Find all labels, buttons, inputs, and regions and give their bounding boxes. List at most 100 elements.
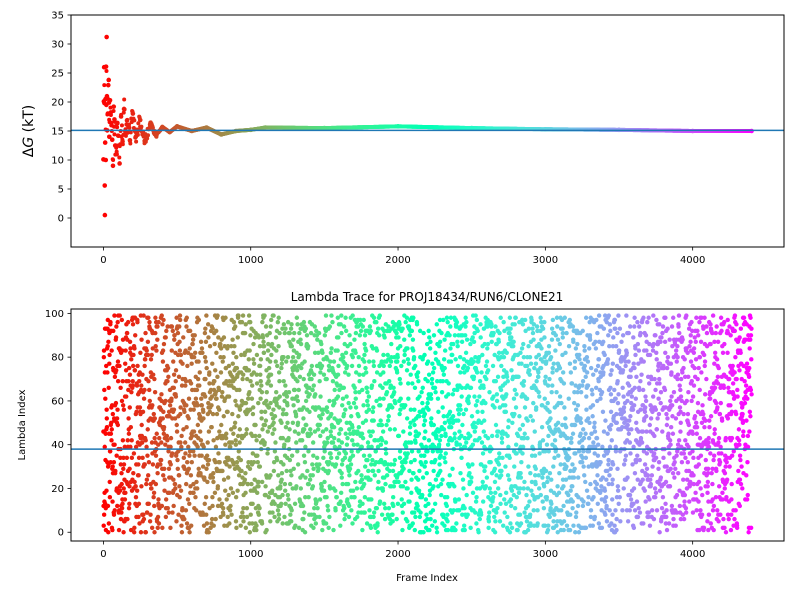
lambda-point	[206, 429, 212, 434]
lambda-point	[119, 470, 124, 476]
lambda-point	[438, 481, 444, 487]
lambda-point	[227, 508, 233, 513]
lambda-point	[198, 438, 204, 443]
lambda-point	[316, 466, 321, 471]
lambda-point	[577, 357, 582, 362]
lambda-point	[242, 477, 248, 482]
dg-x-tick-label: 3000	[533, 255, 558, 266]
lambda-point	[468, 479, 474, 485]
lambda-point	[195, 403, 200, 408]
lambda-point	[324, 376, 329, 382]
lambda-point	[231, 431, 236, 436]
lambda-point	[403, 319, 408, 325]
lambda-point	[594, 481, 600, 487]
dg-point	[120, 139, 125, 144]
lambda-point	[503, 464, 508, 469]
lambda-point	[493, 324, 498, 329]
lambda-point	[291, 466, 296, 471]
lambda-point	[324, 405, 330, 410]
lambda-point	[491, 330, 496, 336]
lambda-point	[478, 335, 483, 340]
lambda-point	[413, 440, 418, 445]
lambda-point	[429, 416, 434, 421]
lambda-point	[239, 319, 245, 325]
lambda-point	[287, 427, 292, 432]
lambda-point	[381, 370, 386, 375]
lambda-point	[578, 416, 583, 421]
lambda-point	[366, 394, 372, 399]
lambda-point	[298, 486, 304, 491]
lambda-point	[179, 433, 184, 439]
lambda-point	[255, 460, 260, 465]
lambda-point	[559, 400, 564, 406]
lambda-point	[241, 372, 246, 377]
lambda-point	[175, 330, 181, 336]
lambda-point	[110, 411, 116, 417]
dg-points	[101, 34, 754, 218]
lambda-point	[366, 407, 372, 412]
lambda-point	[385, 418, 391, 423]
lambda-point	[129, 438, 134, 443]
lambda-point	[437, 462, 442, 467]
lambda-point	[115, 359, 121, 364]
dg-y-tick-label: 35	[51, 11, 64, 22]
lambda-point	[331, 527, 336, 533]
lambda-point	[296, 387, 301, 393]
lambda-point	[127, 372, 133, 377]
lambda-point	[405, 519, 410, 524]
dg-y-tick-label: 10	[51, 156, 64, 167]
lambda-point	[461, 486, 466, 491]
lambda-point	[393, 400, 398, 406]
lambda-point	[246, 357, 252, 362]
lambda-point	[145, 427, 150, 432]
lambda-point	[356, 424, 362, 430]
lambda-point	[436, 442, 442, 447]
lambda-point	[451, 341, 456, 347]
lambda-point	[117, 488, 123, 493]
lambda-point	[175, 457, 180, 463]
lambda-point	[343, 350, 349, 355]
lambda-point	[412, 407, 417, 412]
lambda-point	[354, 486, 360, 491]
lambda-point	[489, 322, 494, 327]
lambda-point	[247, 530, 253, 535]
lambda-point	[288, 512, 293, 517]
lambda-point	[525, 527, 531, 533]
lambda-point	[237, 387, 242, 393]
lambda-point	[244, 514, 250, 520]
lambda-point	[578, 431, 583, 436]
lambda-point	[384, 389, 390, 395]
lambda-point	[109, 348, 114, 353]
lambda-point	[148, 357, 154, 362]
lambda-point	[107, 479, 112, 485]
lambda-point	[437, 339, 443, 345]
lambda-point	[176, 374, 182, 380]
lambda-point	[274, 457, 280, 463]
lambda-point	[292, 429, 298, 434]
lambda-point	[338, 427, 344, 432]
lambda-point	[528, 470, 533, 476]
lambda-point	[463, 350, 469, 355]
lambda-point	[118, 516, 124, 522]
lambda-point	[412, 385, 418, 390]
lambda-point	[194, 387, 200, 393]
lambda-point	[519, 460, 524, 465]
lambda-point	[450, 392, 456, 397]
lambda-point	[405, 486, 410, 491]
lambda-point	[236, 313, 241, 318]
lambda-point	[558, 462, 563, 467]
lambda-point	[483, 484, 489, 489]
lambda-point	[567, 527, 573, 533]
lambda-point	[140, 455, 145, 461]
lambda-point	[510, 420, 515, 426]
lambda-point	[157, 435, 162, 441]
lambda-point	[399, 497, 404, 502]
lambda-point	[160, 322, 165, 327]
lambda-point	[420, 400, 425, 406]
lambda-point	[110, 527, 115, 533]
lambda-point	[154, 431, 159, 436]
lambda-point	[504, 350, 509, 355]
lambda-point	[533, 466, 538, 471]
lambda-point	[329, 411, 334, 417]
lambda-point	[367, 508, 372, 513]
